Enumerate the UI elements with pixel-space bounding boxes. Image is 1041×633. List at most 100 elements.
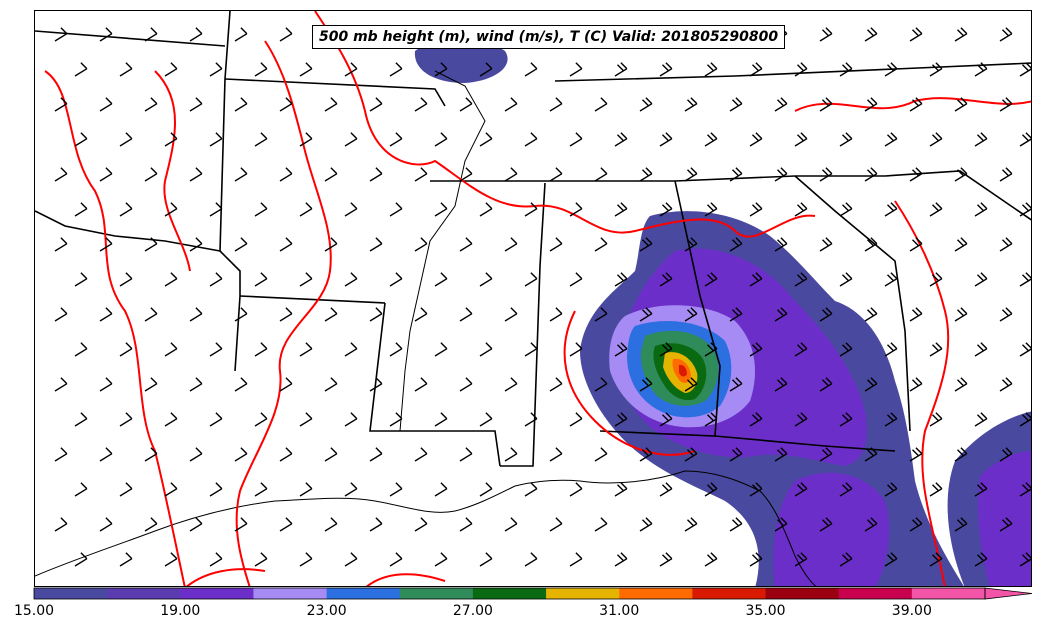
wind-barb [74, 412, 88, 427]
wind-barb [279, 27, 293, 42]
wind-barb [864, 307, 878, 322]
wind-barb [524, 62, 538, 77]
wind-barb [704, 132, 718, 147]
wind-barb [414, 97, 428, 112]
wind-barb [794, 342, 808, 357]
wind-barb [839, 412, 853, 427]
wind-barb [389, 552, 403, 567]
wind-barb [434, 412, 448, 427]
wind-barb [794, 552, 808, 567]
colorbar-swatches [33, 587, 1033, 600]
wind-barb [414, 447, 428, 462]
colorbar-swatch [619, 588, 693, 599]
wind-barb [164, 202, 178, 217]
wind-barb [54, 27, 68, 42]
wind-barb [684, 307, 698, 322]
wind-barb [119, 62, 133, 77]
wind-barb [164, 552, 178, 567]
wind-barb [909, 167, 923, 182]
wind-barb [459, 517, 473, 532]
precip-shading [414, 37, 1031, 586]
wind-barb [504, 377, 518, 392]
wind-barb [524, 552, 538, 567]
wind-barb [999, 237, 1013, 252]
wind-barb [1019, 62, 1031, 77]
wind-barb [524, 412, 538, 427]
wind-barb [864, 237, 878, 252]
wind-barb [144, 377, 158, 392]
wind-barb [774, 97, 788, 112]
colorbar-tick-label: 39.00 [891, 603, 932, 619]
wind-barb [549, 377, 563, 392]
wind-barb [144, 237, 158, 252]
wind-barb [144, 27, 158, 42]
wind-barb [324, 377, 338, 392]
wind-barb [54, 447, 68, 462]
wind-barb [324, 517, 338, 532]
wind-barb [389, 62, 403, 77]
wind-barb [749, 132, 763, 147]
wind-barb [504, 307, 518, 322]
wind-barb [794, 62, 808, 77]
wind-barb [524, 202, 538, 217]
wind-barb [119, 552, 133, 567]
wind-barb [729, 167, 743, 182]
wind-barb [414, 237, 428, 252]
wind-barb [639, 447, 653, 462]
wind-barb [929, 62, 943, 77]
wind-barb [774, 237, 788, 252]
wind-barb [54, 237, 68, 252]
wind-barb [549, 307, 563, 322]
wind-barb [234, 237, 248, 252]
wind-barb [434, 272, 448, 287]
wind-barb [504, 517, 518, 532]
wind-barb [209, 412, 223, 427]
wind-barb [344, 132, 358, 147]
colorbar-tick-label: 15.00 [13, 603, 55, 619]
wind-barb [954, 97, 968, 112]
wind-barb [459, 167, 473, 182]
colorbar-extend-arrow [984, 587, 1033, 600]
wind-barb [254, 552, 268, 567]
wind-barb [234, 307, 248, 322]
colorbar-swatch [838, 588, 913, 599]
wind-barb [54, 97, 68, 112]
wind-barb [1019, 482, 1031, 497]
wind-barb [704, 62, 718, 77]
wind-barb [884, 272, 898, 287]
wind-barb [659, 482, 673, 497]
wind-barb [434, 552, 448, 567]
wind-barb [279, 97, 293, 112]
colorbar-swatch [399, 588, 474, 599]
wind-barb [504, 447, 518, 462]
wind-barb [164, 482, 178, 497]
wind-barb [749, 482, 763, 497]
wind-barb [74, 342, 88, 357]
coastline [35, 70, 817, 586]
wind-barb [144, 97, 158, 112]
colorbar-tick-label: 31.00 [599, 603, 640, 619]
wind-barb [749, 62, 763, 77]
precip-region-red [679, 364, 687, 377]
wind-barb [99, 307, 113, 322]
wind-barb [749, 272, 763, 287]
wind-barb [279, 377, 293, 392]
wind-barb [209, 132, 223, 147]
wind-barb [209, 342, 223, 357]
wind-barb [299, 272, 313, 287]
wind-barb [954, 237, 968, 252]
wind-barb [234, 27, 248, 42]
wind-barb [254, 62, 268, 77]
wind-barb [209, 272, 223, 287]
wind-barb [999, 97, 1013, 112]
colorbar-outline [33, 587, 986, 600]
wind-barb [614, 202, 628, 217]
wind-barb [729, 307, 743, 322]
wind-barb [549, 167, 563, 182]
wind-barb [659, 552, 673, 567]
wind-barb [524, 132, 538, 147]
wind-barb [209, 552, 223, 567]
wind-barb [479, 202, 493, 217]
wind-barb [414, 517, 428, 532]
colorbar-swatch [765, 588, 840, 599]
